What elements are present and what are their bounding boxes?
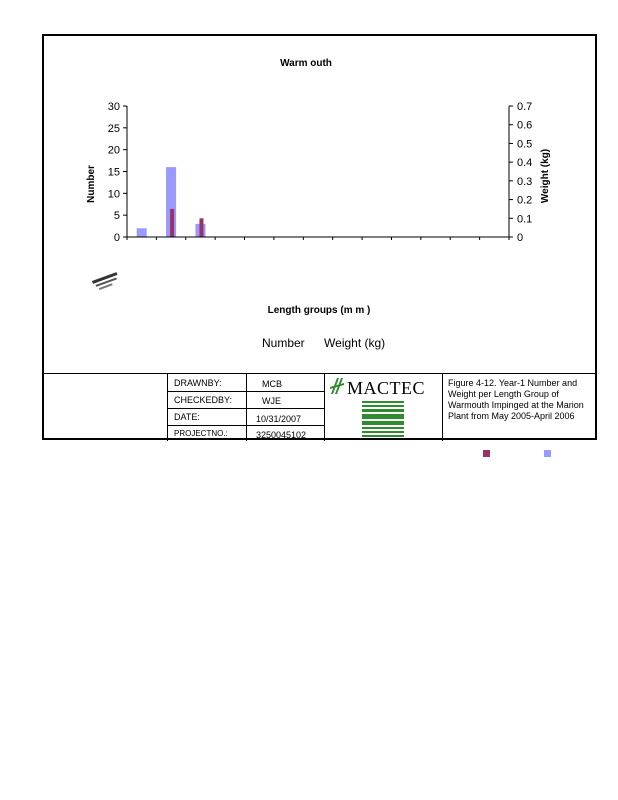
drawn-by-label: DRAWNBY: [174, 378, 222, 388]
chart: Warm outh 0 5 10 15 20 25 30 0 0.1 0.2 0.3 0.4 0.5 0.… [86, 58, 551, 316]
y-tick-label: 10 [108, 188, 120, 200]
y2-tick-label: 0.6 [517, 120, 532, 132]
axes-group: 0 5 10 15 20 25 30 0 0.1 0.2 0.3 0.4 0.5 0.6 0.7 [108, 101, 533, 244]
drawn-by-value: MCB [262, 379, 282, 389]
y2-tick-label: 0.4 [517, 157, 532, 169]
title-block: DRAWNBY: MCB CHECKEDBY: WJE DATE: 10/31/… [44, 373, 597, 441]
y2-tick-label: 0 [517, 232, 523, 244]
y-tick-label: 20 [108, 145, 120, 157]
chart-title: Warm outh [280, 58, 332, 69]
checked-by-value: WJE [262, 396, 281, 406]
garbled-tick-labels [92, 272, 118, 290]
x-axis-label: Length groups (m m ) [268, 305, 371, 316]
figure-caption: Figure 4-12. Year-1 Number and Weight pe… [448, 378, 584, 421]
legend: Number Weight (kg) [262, 336, 392, 350]
checked-by-label: CHECKEDBY: [174, 395, 233, 405]
project-value: 3250045102 [256, 430, 307, 440]
y2-tick-label: 0.2 [517, 195, 532, 207]
mactec-logo-mark [330, 378, 344, 394]
mactec-logo-text: MACTEC [347, 378, 426, 398]
bar-number [136, 228, 147, 237]
y-tick-label: 5 [114, 210, 120, 222]
bar-number [166, 167, 177, 237]
y-tick-label: 25 [108, 123, 120, 135]
y2-axis-label: Weight (kg) [540, 149, 551, 203]
y-axis-label: Number [86, 165, 97, 203]
date-label: DATE: [174, 412, 200, 422]
legend-swatch-weight [483, 450, 490, 457]
date-value: 10/31/2007 [256, 414, 302, 424]
y2-tick-label: 0.7 [517, 101, 532, 113]
y2-tick-label: 0.5 [517, 138, 532, 150]
y-tick-label: 30 [108, 101, 120, 113]
bar-weight [170, 208, 175, 237]
y2-tick-label: 0.1 [517, 213, 532, 225]
bar-weight [199, 218, 204, 237]
legend-number: Number [262, 336, 305, 350]
y-tick-label: 15 [108, 167, 120, 179]
bars-group [136, 167, 206, 237]
legend-swatch-number [544, 450, 551, 457]
y-tick-label: 0 [114, 232, 120, 244]
figure-frame: Warm outh 0 5 10 15 20 25 30 0 0.1 0.2 0.3 0.4 0.5 0.… [42, 34, 597, 441]
legend-weight: Weight (kg) [324, 336, 386, 350]
y2-tick-label: 0.3 [517, 176, 532, 188]
logo-stripes [362, 401, 404, 437]
project-label: PROJECTNO.: [174, 429, 228, 438]
